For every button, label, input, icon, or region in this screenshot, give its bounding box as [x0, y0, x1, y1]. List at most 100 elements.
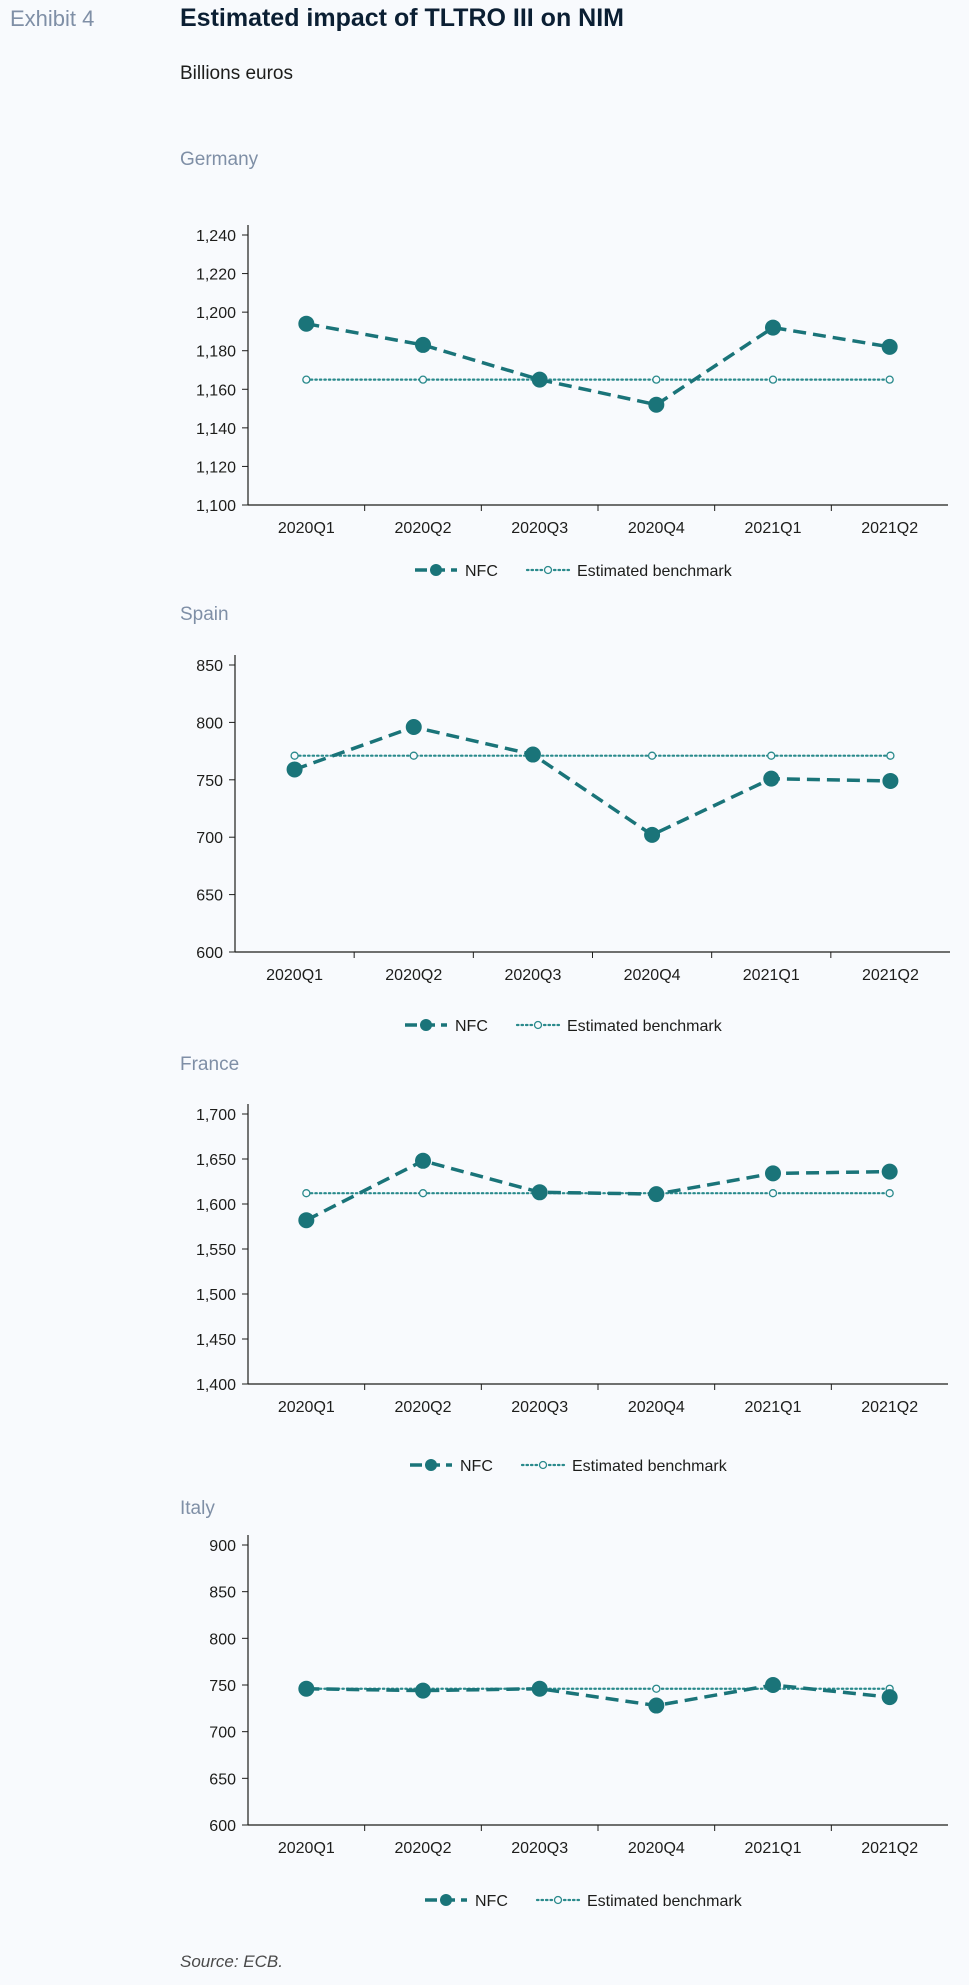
y-tick-label: 1,450 [196, 1332, 236, 1349]
y-tick-label: 1,140 [196, 421, 236, 438]
y-tick-label: 1,500 [196, 1287, 236, 1304]
x-tick-label: 2020Q4 [628, 1840, 685, 1857]
y-tick-label: 900 [209, 1538, 236, 1555]
nfc-point [286, 761, 303, 778]
nfc-point [415, 1682, 431, 1699]
x-tick-label: 2020Q1 [278, 1840, 335, 1857]
x-tick-label: 2020Q3 [511, 520, 568, 537]
benchmark-point [290, 751, 299, 760]
legend-nfc-label: NFC [460, 1458, 493, 1475]
nfc-line [293, 725, 891, 837]
exhibit-label: Exhibit 4 [10, 6, 95, 31]
y-tick-label: 800 [196, 715, 223, 732]
benchmark-point [409, 751, 418, 760]
y-tick-label: 1,240 [196, 228, 236, 245]
legend-spain: NFC Estimated benchmark [405, 1018, 723, 1035]
x-tick-label: 2021Q2 [862, 967, 919, 984]
y-tick-label: 1,200 [196, 305, 236, 322]
x-tick-label: 2020Q1 [278, 1399, 335, 1416]
x-tick-label: 2021Q1 [745, 1840, 802, 1857]
nfc-line [305, 1158, 890, 1222]
chart-spain: 600 650 700 750 800 850 2020Q1 2020Q2 2020Q3 2020… [196, 655, 950, 1035]
y-tick-label: 850 [196, 658, 223, 675]
nfc-point [531, 1184, 548, 1201]
page-title: Estimated impact of TLTRO III on NIM [180, 4, 624, 32]
legend-benchmark-label: Estimated benchmark [577, 563, 733, 580]
benchmark-point [652, 1684, 661, 1693]
x-tick-label: 2020Q4 [628, 520, 685, 537]
nfc-point [882, 772, 899, 789]
panel-title-italy: Italy [180, 1498, 215, 1519]
x-tick-label: 2020Q2 [385, 967, 442, 984]
x-tick-label: 2020Q2 [395, 520, 452, 537]
legend-benchmark-label: Estimated benchmark [587, 1893, 743, 1910]
legend-benchmark-label: Estimated benchmark [567, 1018, 723, 1035]
x-tick-label: 2021Q1 [745, 1399, 802, 1416]
y-tick-label: 1,650 [196, 1152, 236, 1169]
nfc-point [881, 338, 898, 355]
legend-germany: NFC Estimated benchmark [415, 563, 733, 580]
legend-benchmark-marker [543, 565, 553, 575]
y-tick-label: 1,180 [196, 344, 236, 361]
y-tick-label: 1,600 [196, 1197, 236, 1214]
y-tick-label: 1,100 [196, 498, 236, 515]
nfc-point [881, 1689, 898, 1706]
nfc-point [524, 746, 541, 763]
legend-france: NFC Estimated benchmark [410, 1458, 728, 1475]
chart-italy: 600 650 700 750 800 850 900 2020Q1 2020Q2 2020Q3 2… [209, 1535, 948, 1910]
source-note: Source: ECB. [180, 1952, 283, 1971]
nfc-point [763, 770, 780, 787]
nfc-point [415, 336, 431, 353]
y-tick-label: 1,220 [196, 267, 236, 284]
x-tick-label: 2020Q3 [511, 1399, 568, 1416]
nfc-point [531, 1680, 548, 1697]
legend-benchmark-marker [553, 1895, 563, 1905]
chart-germany: 1,100 1,120 1,140 1,160 1,180 1,200 1,220 1,240… [196, 225, 948, 580]
y-tick-label: 1,550 [196, 1242, 236, 1259]
x-tick-label: 2020Q2 [395, 1840, 452, 1857]
y-tick-label: 650 [196, 888, 223, 905]
y-tick-label: 600 [196, 945, 223, 962]
page-subtitle: Billions euros [180, 63, 293, 84]
benchmark-point [418, 375, 428, 384]
nfc-point [644, 826, 661, 843]
benchmark-point [418, 1189, 428, 1198]
x-tick-label: 2020Q3 [504, 967, 561, 984]
x-tick-label: 2021Q2 [861, 1399, 918, 1416]
legend-benchmark-label: Estimated benchmark [572, 1458, 728, 1475]
panel-title-spain: Spain [180, 604, 229, 625]
legend-nfc-label: NFC [455, 1018, 488, 1035]
legend-nfc-marker [420, 1019, 432, 1031]
y-tick-label: 1,160 [196, 382, 236, 399]
nfc-point [298, 315, 315, 332]
y-tick-label: 1,400 [196, 1377, 236, 1394]
x-tick-label: 2020Q2 [395, 1399, 452, 1416]
y-tick-label: 650 [209, 1771, 236, 1788]
nfc-line [306, 321, 890, 407]
legend-nfc-marker [425, 1459, 437, 1471]
y-tick-label: 600 [209, 1818, 236, 1835]
x-tick-label: 2020Q4 [628, 1399, 685, 1416]
x-tick-label: 2020Q1 [278, 520, 335, 537]
nfc-point [298, 1680, 315, 1697]
legend-nfc-marker [430, 564, 442, 576]
nfc-point [648, 396, 665, 413]
nfc-point [765, 1165, 781, 1182]
y-tick-label: 700 [209, 1725, 236, 1742]
x-tick-label: 2020Q1 [266, 967, 323, 984]
nfc-point [531, 371, 548, 388]
benchmark-point [302, 375, 311, 384]
x-tick-label: 2021Q1 [745, 520, 802, 537]
nfc-point [415, 1152, 431, 1169]
benchmark-point [885, 1189, 894, 1198]
legend-nfc-label: NFC [465, 563, 498, 580]
nfc-line [306, 1683, 890, 1708]
benchmark-point [768, 375, 778, 384]
panel-title-germany: Germany [180, 149, 259, 170]
benchmark-point [886, 751, 895, 760]
legend-benchmark-marker [533, 1020, 543, 1030]
legend-italy: NFC Estimated benchmark [425, 1893, 743, 1910]
nfc-point [881, 1163, 898, 1180]
legend-nfc-label: NFC [475, 1893, 508, 1910]
x-tick-label: 2021Q2 [861, 520, 918, 537]
